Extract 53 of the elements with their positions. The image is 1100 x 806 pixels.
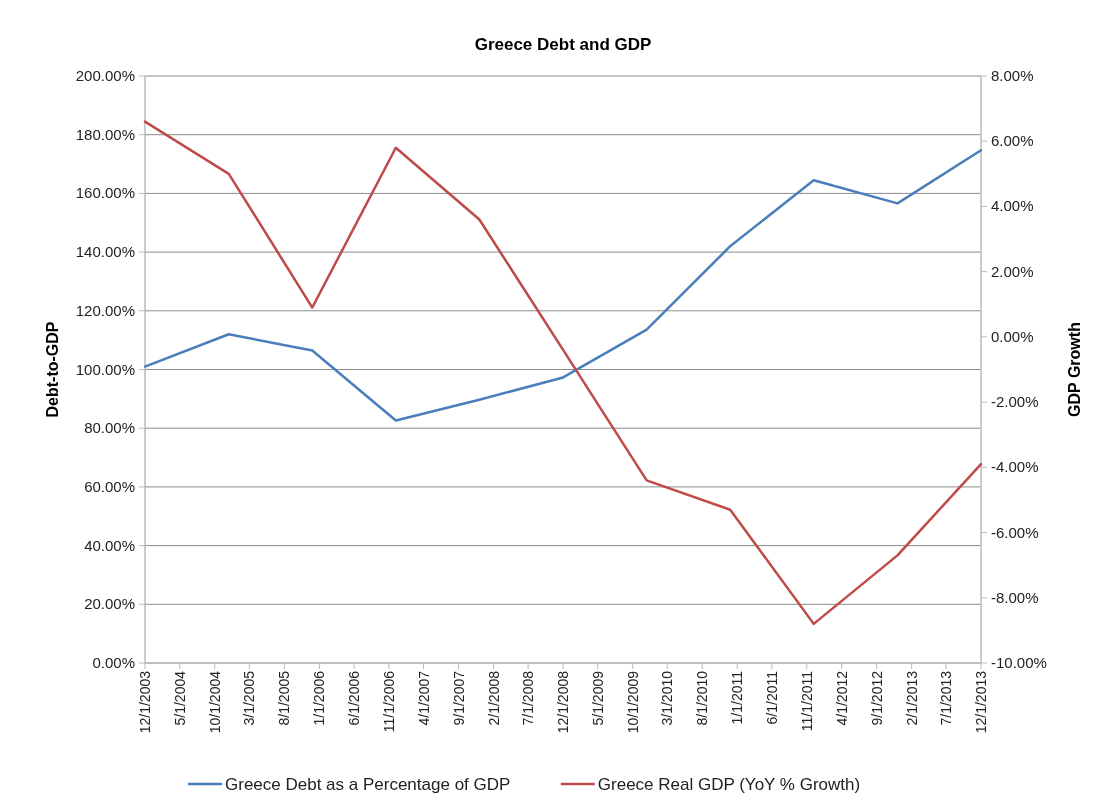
x-tick-label: 6/1/2011	[763, 670, 780, 725]
y-tick-label: 60.00%	[84, 477, 135, 495]
y2-tick-label: -6.00%	[991, 523, 1039, 541]
x-tick-label: 4/1/2007	[415, 670, 432, 726]
y2-tick-label: -8.00%	[991, 588, 1039, 606]
y-tick-label: 0.00%	[92, 654, 135, 671]
y-axis-title: Debt-to-GDP	[44, 321, 61, 418]
x-tick-label: 2/1/2008	[485, 670, 502, 726]
x-tick-label: 9/1/2012	[868, 670, 885, 726]
x-tick-label: 7/1/2008	[520, 670, 537, 726]
y-tick-label: 200.00%	[75, 67, 135, 84]
chart-title: Greece Debt and GDP	[474, 35, 652, 54]
x-tick-label: 12/1/2003	[137, 670, 153, 734]
x-tick-label: 11/1/2006	[380, 670, 397, 733]
y2-tick-label: 8.00%	[991, 67, 1034, 84]
legend-label: Greece Debt as a Percentage of GDP	[225, 775, 511, 794]
line-series	[143, 149, 983, 422]
x-tick-label: 12/1/2008	[555, 670, 572, 734]
x-tick-label: 10/1/2004	[206, 670, 223, 734]
legend-label: Greece Real GDP (YoY % Growth)	[597, 775, 861, 794]
x-tick-label: 3/1/2010	[659, 670, 676, 726]
y2-axis-title: GDP Growth	[1066, 322, 1083, 417]
x-tick-label: 8/1/2010	[694, 670, 711, 726]
x-tick-label: 8/1/2005	[276, 670, 293, 726]
y2-tick-label: 2.00%	[991, 262, 1034, 280]
x-tick-label: 11/1/2011	[798, 670, 815, 732]
line-series	[143, 120, 983, 626]
y-tick-label: 40.00%	[84, 536, 135, 554]
y2-tick-label: 6.00%	[991, 132, 1034, 150]
x-tick-label: 1/1/2006	[311, 670, 328, 726]
y-tick-label: 120.00%	[75, 301, 135, 319]
x-tick-label: 6/1/2006	[345, 670, 362, 726]
x-tick-label: 1/1/2011	[729, 670, 746, 725]
y-tick-label: 80.00%	[84, 419, 135, 437]
x-tick-label: 12/1/2013	[973, 670, 989, 734]
y-tick-label: 20.00%	[84, 595, 135, 613]
y2-tick-label: 4.00%	[991, 197, 1034, 215]
x-tick-label: 7/1/2013	[937, 670, 954, 726]
x-tick-label: 5/1/2009	[589, 670, 606, 726]
y2-tick-label: -4.00%	[991, 458, 1039, 476]
y-tick-label: 160.00%	[75, 184, 135, 202]
x-tick-label: 9/1/2007	[450, 670, 467, 726]
y-tick-label: 140.00%	[75, 243, 135, 261]
y-tick-label: 100.00%	[75, 360, 135, 378]
x-tick-label: 5/1/2004	[171, 670, 188, 726]
x-tick-label: 4/1/2012	[833, 670, 850, 726]
y2-tick-label: -2.00%	[991, 393, 1039, 411]
x-tick-label: 3/1/2005	[241, 670, 258, 726]
x-tick-label: 10/1/2009	[624, 670, 641, 734]
x-tick-label: 2/1/2013	[903, 670, 920, 726]
y2-tick-label: -10.00%	[991, 654, 1047, 671]
y2-tick-label: 0.00%	[991, 327, 1034, 345]
y-tick-label: 180.00%	[75, 125, 135, 143]
